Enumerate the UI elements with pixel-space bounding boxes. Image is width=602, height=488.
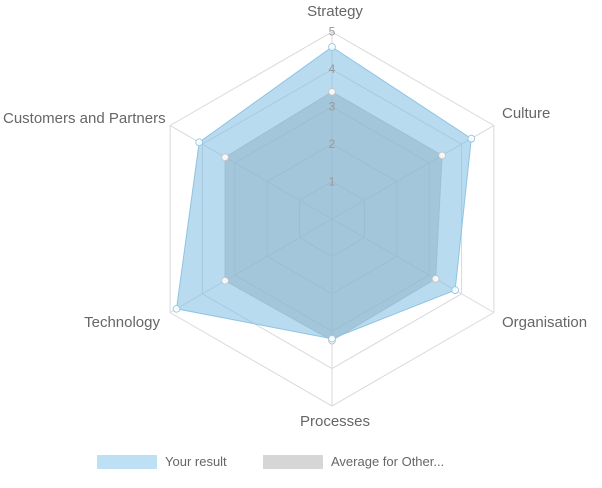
svg-text:4: 4: [329, 62, 336, 76]
svg-text:2: 2: [329, 137, 336, 151]
svg-text:1: 1: [329, 175, 336, 189]
svg-text:3: 3: [329, 100, 336, 114]
svg-text:Culture: Culture: [502, 105, 550, 122]
svg-text:Technology: Technology: [84, 314, 160, 331]
svg-text:Average for Other...: Average for Other...: [331, 454, 444, 469]
svg-text:Strategy: Strategy: [307, 3, 363, 20]
svg-text:Organisation: Organisation: [502, 314, 587, 331]
svg-text:5: 5: [329, 25, 336, 39]
svg-text:Processes: Processes: [300, 413, 370, 430]
svg-text:Customers and Partners: Customers and Partners: [3, 110, 166, 127]
svg-text:Your result: Your result: [165, 454, 227, 469]
